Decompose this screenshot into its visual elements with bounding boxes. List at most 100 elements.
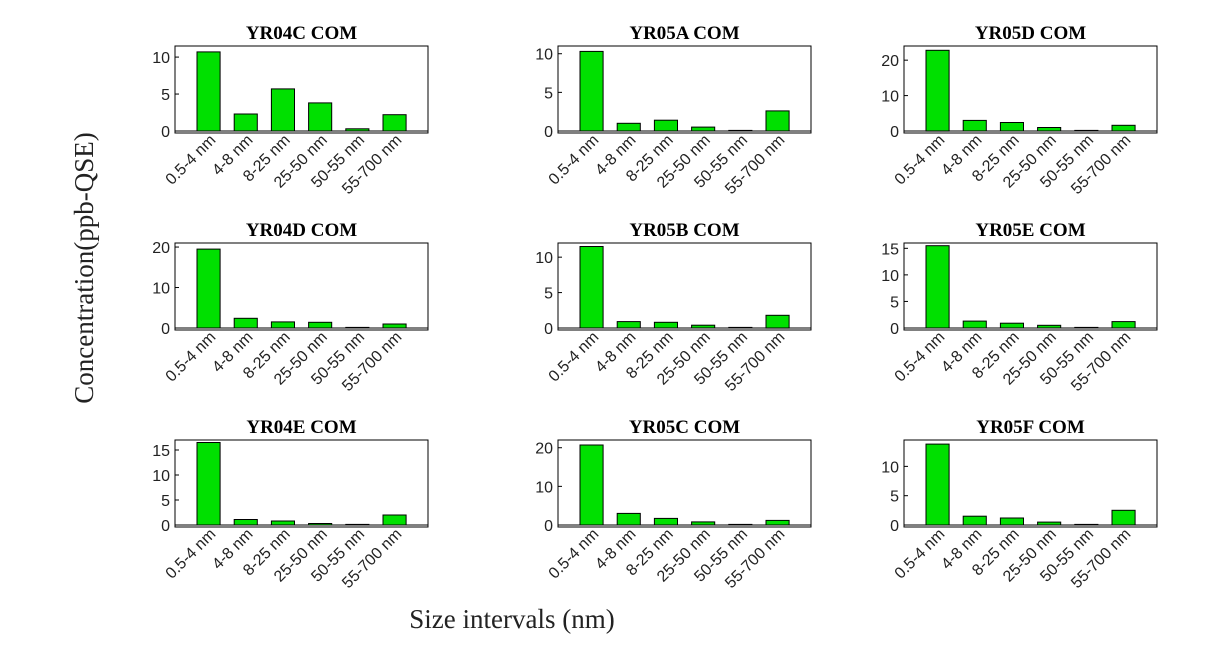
- plot-frame: [174, 439, 429, 528]
- subplot-title: YR05E COM: [975, 220, 1085, 241]
- y-tick-label: 10: [535, 47, 553, 64]
- y-tick-label: 0: [161, 321, 170, 338]
- bar: [925, 49, 950, 132]
- bar: [653, 119, 679, 132]
- y-tick-label: 15: [152, 443, 170, 460]
- x-tick-label: 0.5-4 nm: [163, 329, 220, 386]
- y-tick-label: 0: [890, 321, 899, 338]
- bar: [962, 320, 987, 329]
- x-tick-label: 0.5-4 nm: [892, 329, 949, 386]
- bar: [765, 519, 790, 526]
- bar: [999, 517, 1025, 526]
- bar: [579, 50, 604, 132]
- y-tick-label: 0: [161, 518, 170, 535]
- y-tick-label: 0: [544, 321, 553, 338]
- y-tick-label: 20: [535, 441, 553, 458]
- subplot-title: YR05F COM: [976, 417, 1085, 438]
- y-tick-label: 0: [161, 124, 170, 141]
- bar: [616, 122, 641, 132]
- y-tick-label: 5: [161, 87, 170, 104]
- bar: [1111, 124, 1136, 132]
- bar: [999, 322, 1025, 329]
- plot-frame: [557, 242, 812, 331]
- x-tick-label: 0.5-4 nm: [163, 132, 220, 189]
- bar: [270, 88, 295, 132]
- y-tick-label: 0: [544, 124, 553, 141]
- bar: [962, 119, 987, 132]
- y-tick-label: 20: [881, 53, 899, 70]
- bar: [233, 113, 258, 132]
- bar: [691, 126, 716, 132]
- x-axis-label: Size intervals (nm): [409, 604, 614, 634]
- bar: [962, 515, 987, 526]
- bar: [196, 51, 221, 132]
- subplot-title: YR04C COM: [246, 23, 357, 44]
- y-tick-label: 10: [881, 89, 899, 106]
- y-tick-label: 10: [535, 250, 553, 267]
- bar: [579, 246, 604, 329]
- x-tick-label: 0.5-4 nm: [892, 526, 949, 583]
- plot-frame: [174, 45, 429, 134]
- bar: [233, 317, 258, 329]
- x-tick-label: 0.5-4 nm: [546, 526, 603, 583]
- y-axis-label: Concentration(ppb-QSE): [69, 132, 99, 403]
- bar: [925, 443, 950, 526]
- x-tick-label: 0.5-4 nm: [546, 329, 603, 386]
- y-tick-label: 10: [881, 459, 899, 476]
- x-tick-label: 0.5-4 nm: [892, 132, 949, 189]
- y-tick-label: 10: [535, 479, 553, 496]
- plot-frame: [174, 242, 429, 331]
- bar: [382, 323, 407, 329]
- bar: [382, 114, 407, 132]
- bar: [765, 314, 790, 329]
- subplot-title: YR05D COM: [975, 23, 1086, 44]
- plot-frame: [903, 242, 1158, 331]
- y-tick-label: 5: [544, 85, 553, 102]
- bar: [616, 321, 641, 329]
- bar: [653, 321, 679, 329]
- plot-frame: [557, 439, 812, 528]
- subplot-title: YR05A COM: [629, 23, 739, 44]
- bar: [308, 321, 333, 329]
- bar: [196, 442, 221, 526]
- bar: [1037, 127, 1062, 132]
- bar: [1111, 509, 1136, 526]
- y-tick-label: 15: [881, 241, 899, 258]
- bar: [999, 122, 1025, 132]
- y-tick-label: 5: [890, 294, 899, 311]
- y-tick-label: 0: [544, 518, 553, 535]
- bar: [925, 245, 950, 329]
- y-tick-label: 10: [152, 50, 170, 67]
- x-tick-label: 0.5-4 nm: [163, 526, 220, 583]
- bar: [616, 512, 641, 526]
- bar: [233, 519, 258, 526]
- plot-frame: [557, 45, 812, 134]
- plot-frame: [903, 439, 1158, 528]
- bar: [196, 248, 221, 329]
- bar: [382, 514, 407, 526]
- subplot-title: YR05B COM: [629, 220, 739, 241]
- x-tick-label: 0.5-4 nm: [546, 132, 603, 189]
- y-tick-label: 5: [161, 493, 170, 510]
- bar: [308, 102, 333, 132]
- y-tick-label: 5: [544, 286, 553, 303]
- y-tick-label: 0: [890, 124, 899, 141]
- y-tick-label: 0: [890, 518, 899, 535]
- bar: [653, 517, 679, 526]
- y-tick-label: 10: [881, 268, 899, 285]
- subplot-title: YR04D COM: [246, 220, 357, 241]
- bar: [270, 321, 295, 329]
- bar: [1111, 321, 1136, 329]
- y-tick-label: 10: [152, 468, 170, 485]
